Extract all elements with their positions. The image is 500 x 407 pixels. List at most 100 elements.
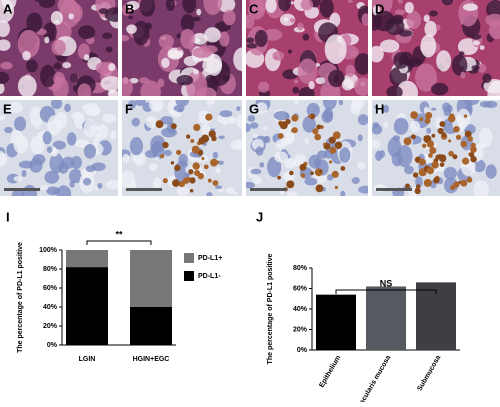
tissue-structure <box>97 182 103 189</box>
stained-cell <box>285 118 291 125</box>
tissue-structure <box>110 130 117 140</box>
tissue-structure <box>70 73 79 83</box>
tissue-structure <box>484 100 498 109</box>
panel-label: B <box>125 1 134 16</box>
tissue-structure <box>129 77 139 84</box>
stained-cell <box>423 178 432 187</box>
y-tick-label: 20% <box>43 323 58 330</box>
tissue-structure <box>279 13 296 26</box>
tissue-structure <box>218 135 225 139</box>
bar <box>366 286 406 350</box>
tissue-structure <box>6 7 13 14</box>
tissue-structure <box>361 13 368 26</box>
tissue-structure <box>236 114 242 129</box>
tissue-structure <box>7 101 23 114</box>
tissue-structure <box>204 27 221 43</box>
tissue-structure <box>284 157 296 169</box>
tissue-structure <box>167 100 179 116</box>
stained-cell <box>418 158 426 166</box>
y-tick-label: 20% <box>293 326 308 333</box>
tissue-structure <box>249 122 259 129</box>
tissue-structure <box>379 39 400 53</box>
stained-cell <box>193 123 201 132</box>
bar-segment <box>66 267 108 345</box>
tissue-structure <box>35 0 40 2</box>
tissue-structure <box>212 151 219 159</box>
stained-cell <box>448 150 454 157</box>
tissue-structure <box>306 102 320 118</box>
stained-cell <box>460 179 468 187</box>
panel-label: J <box>256 209 263 224</box>
tissue-structure <box>292 86 300 94</box>
tissue-structure <box>140 80 161 96</box>
tissue-structure <box>77 83 92 96</box>
micrographs <box>0 0 500 196</box>
tissue-structure <box>161 127 177 138</box>
tissue-structure <box>254 29 268 48</box>
x-tick-label: LGIN <box>79 356 96 363</box>
tissue-structure <box>13 175 23 182</box>
tissue-structure <box>375 150 383 162</box>
tissue-structure <box>289 18 296 23</box>
tissue-structure <box>206 192 213 196</box>
tissue-structure <box>38 0 56 8</box>
stained-cell <box>291 114 299 122</box>
tissue-structure <box>176 75 194 86</box>
tissue-structure <box>122 153 130 164</box>
tissue-structure <box>479 45 485 50</box>
y-tick-label: 0% <box>297 347 308 354</box>
tissue-structure <box>246 14 255 29</box>
tissue-structure <box>473 180 489 196</box>
micrograph <box>0 100 118 196</box>
stained-cell <box>174 164 181 172</box>
tissue-structure <box>252 133 259 139</box>
tissue-structure <box>202 57 222 73</box>
tissue-structure <box>196 8 202 16</box>
tissue-structure <box>302 115 316 133</box>
stained-cell <box>439 121 446 128</box>
tissue-structure <box>297 58 318 84</box>
panel-label: C <box>249 1 259 16</box>
tissue-structure <box>51 39 66 56</box>
tissue-structure <box>78 25 96 40</box>
tissue-structure <box>308 81 315 90</box>
stained-cell <box>291 127 298 134</box>
tissue-structure <box>458 51 465 56</box>
legend-label: PD-L1+ <box>198 255 222 262</box>
tissue-structure <box>97 124 109 139</box>
tissue-structure <box>252 176 262 185</box>
tissue-structure <box>93 138 99 145</box>
stained-cell <box>314 133 322 141</box>
tissue-structure <box>275 139 286 150</box>
tissue-structure <box>246 123 251 133</box>
tissue-structure <box>66 132 77 146</box>
tissue-structure <box>262 126 268 131</box>
stained-cell <box>438 154 447 162</box>
panel-label: H <box>375 101 384 116</box>
tissue-structure <box>387 137 402 158</box>
significance-bracket <box>335 289 437 294</box>
stained-cell <box>470 155 477 163</box>
tissue-structure <box>315 77 326 85</box>
tissue-structure <box>201 123 211 136</box>
stained-cell <box>316 124 322 130</box>
x-tick-label: HGIN+EGC <box>133 356 170 363</box>
tissue-structure <box>128 100 137 109</box>
tissue-structure <box>456 108 471 128</box>
micrograph <box>372 0 500 96</box>
tissue-structure <box>69 180 75 188</box>
stained-cell <box>453 126 460 133</box>
tissue-structure <box>53 62 62 70</box>
tissue-structure <box>462 3 478 12</box>
stained-cell <box>466 176 473 183</box>
tissue-structure <box>160 115 174 125</box>
tissue-structure <box>340 190 346 196</box>
tissue-structure <box>26 12 43 33</box>
tissue-structure <box>0 20 10 38</box>
tissue-structure <box>426 127 432 134</box>
stained-cell <box>201 156 205 161</box>
tissue-structure <box>161 57 170 68</box>
stained-cell <box>460 140 468 148</box>
tissue-structure <box>279 124 295 146</box>
tissue-structure <box>40 64 56 88</box>
